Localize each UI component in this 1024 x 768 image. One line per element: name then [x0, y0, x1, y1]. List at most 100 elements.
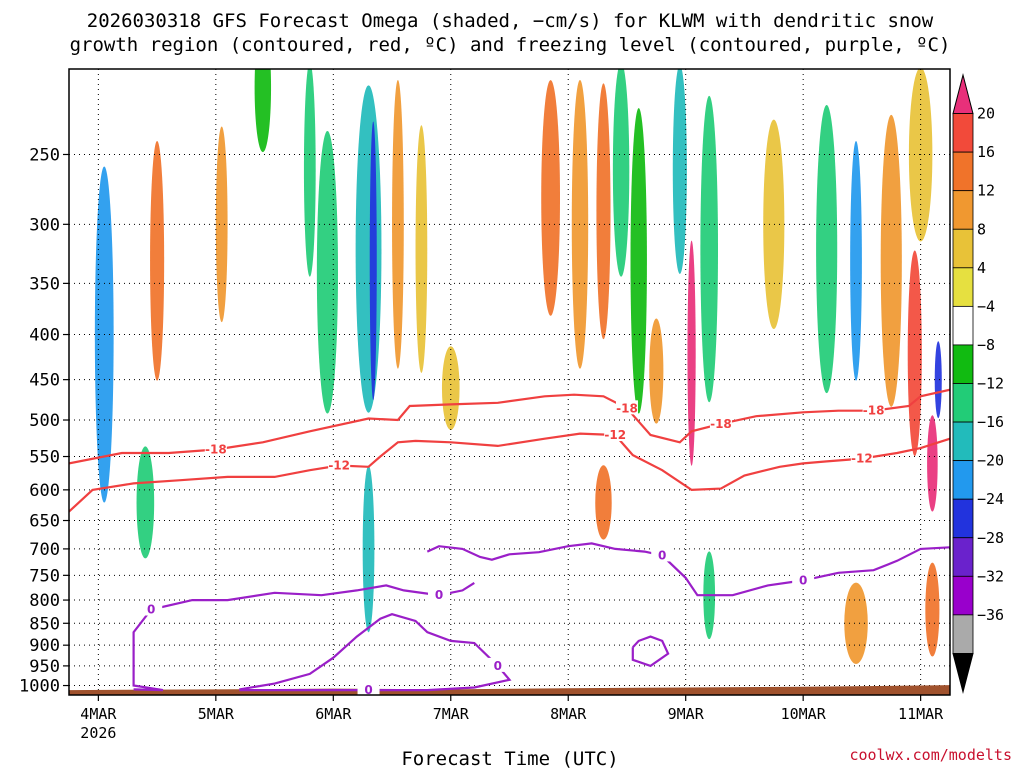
- colorbar-cell: [952, 498, 974, 539]
- y-tick-label: 950: [29, 657, 60, 677]
- omega-patch: [925, 562, 940, 657]
- freezing-contour-label: 0: [435, 588, 443, 602]
- freezing-contour-line: [426, 542, 950, 597]
- x-tick-label: 8MAR: [550, 705, 587, 723]
- dgz-contours: -18 -18 -18 -18 -12 -12 -12: [69, 388, 950, 513]
- freezing-contour-label-bg: [428, 587, 451, 602]
- credit-link[interactable]: coolwx.com/modelts: [849, 746, 1012, 764]
- y-tick-label: 250: [29, 145, 60, 165]
- dgz-contour-label-bg: [850, 450, 873, 465]
- chart-title-line2: growth region (contoured, red, ºC) and f…: [70, 34, 951, 56]
- freezing-contour-label: 0: [364, 683, 372, 697]
- dgz-contour-label-bg: [615, 400, 638, 415]
- dgz-contour-label: -18: [205, 442, 227, 456]
- omega-patch: [215, 126, 228, 323]
- colorbar-label: −8: [977, 336, 995, 354]
- x-tick-label: 10MAR: [781, 705, 827, 723]
- colorbar: 20 16 12 8 4 −4 −8 −12 −16 −20 −24 −28 −32 −36: [952, 73, 1004, 694]
- ground-fill: [69, 685, 950, 695]
- y-tick-label: 800: [29, 591, 60, 611]
- dgz-contour-label-bg: [862, 402, 885, 417]
- colorbar-label: 12: [977, 182, 995, 200]
- colorbar-label: 20: [977, 105, 995, 123]
- dgz-contour-label: -12: [604, 428, 626, 442]
- x-tick-label: 9MAR: [668, 705, 705, 723]
- omega-patch: [254, 69, 272, 153]
- freezing-contour-label-bg: [651, 547, 674, 562]
- freezing-level-contours: 0 0 0 0 0 0: [132, 542, 950, 697]
- colorbar-cell: [952, 113, 974, 153]
- colorbar-cell: [952, 460, 974, 500]
- x-tick-label: 6MAR: [315, 705, 352, 723]
- freezing-contour-label: 0: [147, 603, 155, 617]
- freezing-contour-label-bg: [140, 601, 163, 616]
- freezing-contour-line: [132, 581, 475, 692]
- freezing-contour-label-bg: [486, 657, 509, 672]
- omega-patch: [369, 121, 377, 401]
- omega-patch: [700, 95, 719, 403]
- y-tick-label: 550: [29, 448, 60, 468]
- dgz-contour-label: -18: [863, 404, 885, 418]
- omega-patch: [672, 69, 687, 274]
- omega-patch: [595, 465, 612, 540]
- freezing-contour-label-bg: [792, 572, 815, 587]
- omega-patch: [907, 250, 922, 456]
- colorbar-label: −32: [977, 567, 1004, 585]
- dgz-contour-label-bg: [328, 457, 351, 472]
- colorbar-label: −24: [977, 490, 1004, 508]
- omega-shading: [94, 69, 942, 664]
- colorbar-label: 8: [977, 220, 986, 238]
- omega-patch: [934, 341, 942, 419]
- omega-patch: [649, 318, 664, 424]
- x-tick-label: 7MAR: [433, 705, 470, 723]
- x-tick-label: 5MAR: [198, 705, 235, 723]
- y-axis-ticks: 2503003504004505005506006507007508008509…: [19, 145, 69, 697]
- y-tick-label: 750: [29, 566, 60, 586]
- colorbar-cell: [952, 151, 974, 192]
- colorbar-cell: [952, 190, 974, 230]
- colorbar-label: −16: [977, 413, 1004, 431]
- colorbar-cap-bottom: [952, 652, 974, 694]
- omega-patch: [816, 104, 838, 394]
- chart-title-line1: 2026030318 GFS Forecast Omega (shaded, −…: [87, 10, 934, 32]
- x-tick-sublabel: 2026: [80, 724, 116, 742]
- colorbar-cell: [952, 267, 974, 307]
- omega-patch: [687, 240, 696, 466]
- colorbar-cell: [952, 421, 974, 462]
- y-tick-label: 500: [29, 411, 60, 431]
- omega-patch: [150, 140, 165, 381]
- y-tick-label: 650: [29, 512, 60, 532]
- colorbar-label: −20: [977, 452, 1004, 470]
- dgz-contour-label-bg: [709, 415, 732, 430]
- omega-patch: [541, 80, 561, 316]
- y-tick-label: 700: [29, 540, 60, 560]
- y-tick-label: 300: [29, 215, 60, 235]
- colorbar-label: −36: [977, 606, 1004, 624]
- omega-patch: [908, 69, 933, 242]
- dgz-contour-line: [69, 388, 950, 465]
- omega-patch: [844, 582, 868, 664]
- ground-surface: [69, 685, 950, 695]
- colorbar-label: −12: [977, 375, 1004, 393]
- dgz-contour-label-bg: [204, 441, 227, 456]
- y-tick-label: 900: [29, 636, 60, 656]
- x-axis-label: Forecast Time (UTC): [401, 748, 618, 768]
- y-tick-label: 850: [29, 614, 60, 634]
- y-tick-label: 1000: [19, 677, 60, 697]
- colorbar-label: −28: [977, 529, 1004, 547]
- colorbar-cell: [952, 228, 974, 269]
- x-tick-label: 4MAR: [80, 705, 117, 723]
- y-tick-label: 450: [29, 371, 60, 391]
- freezing-contour-label: 0: [799, 573, 807, 587]
- omega-patch: [316, 130, 338, 414]
- colorbar-cell: [952, 344, 974, 384]
- omega-patch: [596, 83, 611, 340]
- y-tick-label: 600: [29, 481, 60, 501]
- omega-patch: [612, 69, 630, 277]
- colorbar-label: 16: [977, 143, 995, 161]
- omega-patch: [441, 346, 460, 430]
- dgz-contour-label: -12: [851, 452, 873, 466]
- omega-patch: [880, 114, 902, 407]
- colorbar-cell: [952, 575, 974, 616]
